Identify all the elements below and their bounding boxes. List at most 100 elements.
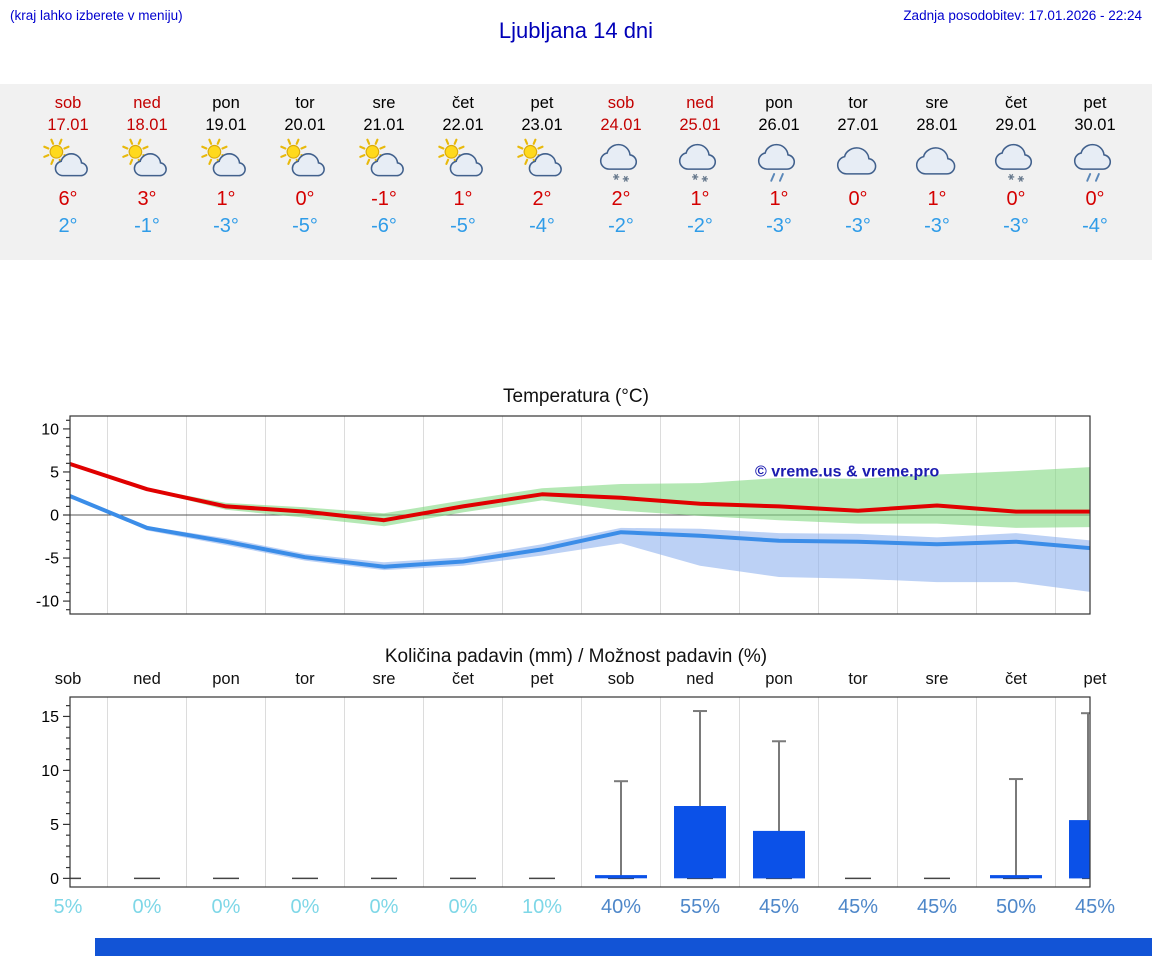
day-low-temp: -6° [371,215,397,237]
precip-probability: 5% [53,896,83,918]
day-high-temp: 1° [927,188,947,210]
day-name: sob [607,94,635,112]
day-name: pon [212,94,240,112]
page-title: Ljubljana 14 dni [498,18,654,43]
temperature-chart-title: Temperatura (°C) [503,386,649,407]
y-tick-label: -10 [36,594,59,611]
horizontal-scrollbar-thumb[interactable] [95,938,1152,956]
day-low-temp: -4° [1082,215,1108,237]
forecast-day-28.01: sre 28.01 1° -3° [898,92,977,240]
day-high-temp: 6° [58,188,78,210]
day-high-temp: 2° [532,188,552,210]
precip-probability: 45% [758,896,800,918]
precip-probability: 0% [290,896,320,918]
max-temperature-line [70,461,1090,523]
y-tick-label: 10 [41,421,59,438]
day-name: pet [530,94,554,112]
precip-probability: 45% [916,896,958,918]
day-low-temp: 2° [58,215,78,237]
precip-bar [1069,820,1090,879]
day-date: 25.01 [679,116,721,134]
min-temperature-line [70,493,1090,569]
cloud-snow-icon [977,138,1056,186]
precip-probability: 0% [448,896,478,918]
cloud-rain-icon [740,138,819,186]
day-high-temp: 1° [769,188,789,210]
precipitation-chart: 0 5 10 15 [41,696,1091,888]
day-name: čet [451,94,474,112]
sun-cloud-icon [503,138,582,186]
precip-bar [674,806,726,879]
day-date: 30.01 [1074,116,1116,134]
precip-day-label: ned [686,670,714,688]
forecast-day-30.01: pet 30.01 0° -4° [1056,92,1135,240]
day-low-temp: -2° [608,215,634,237]
precip-range-whisker [1009,778,1023,879]
precipitation-chart-title: Količina padavin (mm) / Možnost padavin … [384,646,768,667]
day-date: 22.01 [442,116,484,134]
day-high-temp: 0° [295,188,315,210]
day-name: ned [686,94,714,112]
day-low-temp: -5° [292,215,318,237]
y-tick-label: 10 [41,763,59,780]
sun-cloud-icon [187,138,266,186]
precip-probability-row: 5% 0% 0% 0% 0% 0% 10% 40% 55% 45% 45% 45% 50% 45% [0,894,1152,924]
precip-bar [753,830,805,879]
precip-probability: 45% [837,896,879,918]
day-name: tor [295,94,315,112]
cloud-snow-icon [582,138,661,186]
precip-probability: 55% [679,896,721,918]
day-high-temp: 1° [690,188,710,210]
forecast-day-25.01: ned 25.01 1° -2° [661,92,740,240]
forecast-day-18.01: ned 18.01 3° -1° [108,92,187,240]
precip-day-label: sob [54,670,82,688]
day-name: ned [133,94,161,112]
precip-day-label: tor [295,670,315,688]
day-high-temp: 2° [611,188,631,210]
menu-hint-link[interactable]: (kraj lahko izberete v meniju) [10,8,183,23]
forecast-day-23.01: pet 23.01 2° -4° [503,92,582,240]
sun-cloud-icon [29,138,108,186]
day-name: tor [848,94,868,112]
min-temperature-range [70,495,1090,592]
y-tick-label: 0 [50,508,59,525]
day-name: čet [1004,94,1027,112]
sun-cloud-icon [345,138,424,186]
precip-day-label: čet [451,670,474,688]
forecast-day-24.01: sob 24.01 2° -2° [582,92,661,240]
precip-day-label: sob [607,670,635,688]
day-name: pet [1083,94,1107,112]
day-date: 24.01 [600,116,642,134]
sun-cloud-icon [424,138,503,186]
day-date: 23.01 [521,116,563,134]
day-name: sre [925,94,949,112]
sun-cloud-icon [108,138,187,186]
forecast-day-20.01: tor 20.01 0° -5° [266,92,345,240]
precip-day-label: ned [133,670,161,688]
day-date: 18.01 [126,116,168,134]
day-high-temp: 1° [453,188,473,210]
precip-day-label: pon [212,670,240,688]
precip-range-whisker [614,780,628,879]
forecast-day-21.01: sre 21.01 -1° -6° [345,92,424,240]
temperature-chart: © vreme.us & vreme.pro -10 -5 0 5 10 [36,415,1091,615]
day-date: 27.01 [837,116,879,134]
precip-probability: 45% [1074,896,1116,918]
day-high-temp: 1° [216,188,236,210]
forecast-day-29.01: čet 29.01 0° -3° [977,92,1056,240]
forecast-day-27.01: tor 27.01 0° -3° [819,92,898,240]
cloud-snow-icon [661,138,740,186]
day-date: 17.01 [47,116,89,134]
forecast-day-26.01: pon 26.01 1° -3° [740,92,819,240]
day-low-temp: -1° [134,215,160,237]
precip-day-label: sre [925,670,949,688]
precip-probability: 40% [600,896,642,918]
day-low-temp: -3° [1003,215,1029,237]
day-date: 21.01 [363,116,405,134]
day-date: 28.01 [916,116,958,134]
day-name: sob [54,94,82,112]
precip-probability: 0% [211,896,241,918]
watermark-text: © vreme.us & vreme.pro [755,463,940,480]
precip-probability: 0% [132,896,162,918]
y-tick-label: 15 [41,709,59,726]
